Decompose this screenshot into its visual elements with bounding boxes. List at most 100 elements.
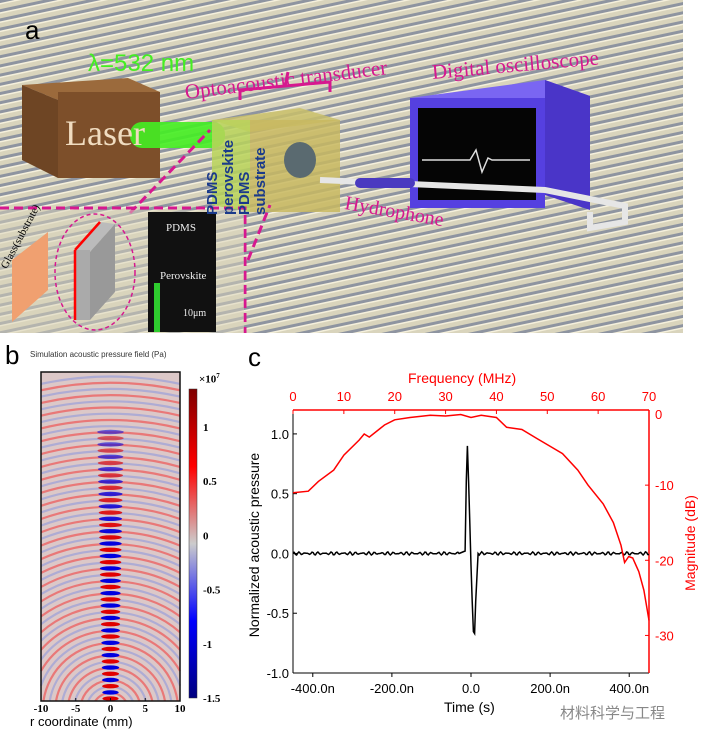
- x-tick-label: -200.0n: [370, 681, 414, 696]
- x2-tick-label: 30: [438, 389, 452, 404]
- magnitude-series: [292, 413, 650, 621]
- beam-band: [97, 442, 124, 447]
- beam-band: [100, 615, 121, 621]
- beam-band: [99, 547, 122, 552]
- wavefront: [40, 394, 181, 405]
- beam-band: [98, 504, 123, 509]
- laser-label: Laser: [65, 113, 145, 153]
- y-tick-label: 0.0: [271, 546, 289, 561]
- hydrophone-cable: [319, 177, 628, 232]
- beam-band: [101, 671, 120, 676]
- glass-substrate: [12, 232, 48, 322]
- x-tick-label: -5: [71, 703, 81, 715]
- y-tick-label: 0.5: [271, 487, 289, 502]
- beam-band: [100, 584, 121, 590]
- panel-b-label: b: [5, 340, 20, 370]
- beam-band: [101, 628, 120, 633]
- y-tick-label: -1.0: [267, 666, 289, 681]
- beam-band: [100, 603, 121, 608]
- beam-band: [97, 454, 124, 459]
- wavefront: [40, 425, 181, 436]
- colorbar-tick-label: 1: [203, 422, 209, 434]
- beam-band: [100, 591, 121, 596]
- beam-band: [99, 560, 122, 565]
- wavelength-label: λ=532 nm: [88, 50, 195, 77]
- x2-tick-label: 10: [337, 389, 351, 404]
- x2-tick-label: 40: [489, 389, 503, 404]
- frequency-axis-label: Frequency (MHz): [408, 370, 517, 386]
- x-tick-label: -10: [34, 703, 49, 715]
- colorbar-tick-label: -1.5: [203, 693, 221, 705]
- beam-band: [98, 485, 123, 490]
- beam-band: [101, 634, 120, 639]
- colorbar-tick-label: 0.5: [203, 476, 217, 488]
- beam-band: [101, 653, 120, 658]
- x2-tick-label: 60: [591, 389, 605, 404]
- scope-trace: [422, 148, 530, 175]
- colorbar: [188, 388, 198, 699]
- wavefront: [40, 375, 181, 385]
- pressure-axis-label: Normalized acoustic pressure: [246, 452, 262, 638]
- transducer-bracket: [238, 71, 332, 100]
- x2-tick-label: 0: [289, 389, 296, 404]
- time-axis-label: Time (s): [444, 699, 495, 715]
- beam-band: [97, 448, 124, 453]
- beam-band: [98, 522, 123, 528]
- x2-tick-label: 70: [642, 389, 656, 404]
- y-tick-label: -0.5: [267, 606, 289, 621]
- watermark: 材料科学与工程: [560, 705, 666, 722]
- x-tick-label: 400.0n: [609, 681, 649, 696]
- beam-band: [97, 460, 124, 466]
- beam-band: [99, 572, 122, 577]
- laser-beam: [130, 122, 225, 148]
- beam-band: [99, 566, 122, 571]
- beam-band: [100, 578, 121, 583]
- colorbar-multiplier: ×107: [199, 372, 220, 386]
- heatmap-title: Simulation acoustic pressure field (Pa): [30, 350, 167, 359]
- beam-band: [97, 467, 124, 472]
- beam-band: [97, 436, 124, 441]
- beam-band: [99, 529, 122, 534]
- scale-bar-label: 10μm: [183, 308, 207, 319]
- beam-band: [101, 640, 120, 645]
- beam-band: [97, 429, 124, 435]
- wavefront: [40, 412, 181, 424]
- wavefront: [40, 418, 181, 430]
- magnitude-axis-label: Magnitude (dB): [682, 495, 698, 591]
- y2-tick-label: -30: [655, 628, 674, 643]
- beam-band: [98, 491, 123, 497]
- beam-band: [98, 479, 123, 484]
- beam-band: [100, 609, 121, 614]
- beam-band: [99, 541, 122, 546]
- x-tick-label: 5: [143, 703, 149, 715]
- beam-band: [98, 510, 123, 515]
- wavefront: [40, 400, 181, 411]
- wavefront: [40, 387, 181, 398]
- y2-tick-label: -10: [655, 478, 674, 493]
- multiplier-exponent: 7: [216, 372, 220, 380]
- beam-band: [98, 516, 123, 521]
- beam-band: [102, 690, 119, 695]
- beam-band: [101, 665, 120, 670]
- x-tick-label: 0: [108, 703, 114, 715]
- hydrophone: [355, 178, 415, 188]
- wavefront: [40, 381, 181, 392]
- x-tick-label: 10: [175, 703, 187, 715]
- x2-tick-label: 20: [387, 389, 401, 404]
- multiplier-base: ×10: [199, 373, 217, 386]
- beam-band: [102, 684, 119, 689]
- x-tick-label: -400.0n: [291, 681, 335, 696]
- inset-perovskite-label: Perovskite: [160, 270, 207, 282]
- heatmap-chart: -10 -5 0 5 10 1 0.5 0 -0.5 -1 -1.5: [34, 371, 221, 715]
- beam-band: [99, 553, 122, 559]
- panel-a-schematic: [0, 0, 683, 333]
- beam-band: [99, 535, 122, 540]
- x-tick-label: 200.0n: [530, 681, 570, 696]
- inset-pdms-label: PDMS: [166, 222, 196, 234]
- beam-band: [101, 659, 120, 664]
- y2-tick-label: 0: [655, 407, 662, 422]
- colorbar-tick-label: 0: [203, 530, 209, 542]
- wavefront: [40, 406, 181, 417]
